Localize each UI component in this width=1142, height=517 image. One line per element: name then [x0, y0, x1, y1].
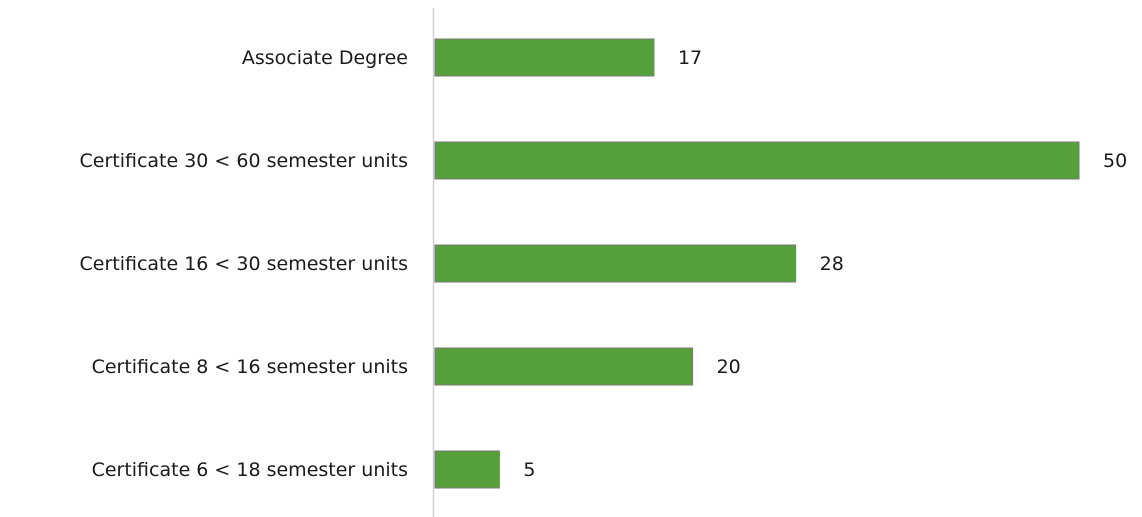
category-label: Associate Degree: [242, 47, 408, 69]
bar: [434, 450, 500, 489]
data-label: 17: [678, 47, 702, 69]
category-label: Certificate 8 < 16 semester units: [92, 356, 408, 378]
data-label: 28: [820, 253, 844, 275]
bar: [434, 141, 1080, 180]
category-label: Certificate 30 < 60 semester units: [79, 150, 408, 172]
data-label: 50: [1103, 150, 1127, 172]
data-label: 20: [717, 356, 741, 378]
category-label: Certificate 6 < 18 semester units: [92, 459, 408, 481]
bar: [434, 347, 694, 386]
data-label: 5: [523, 459, 535, 481]
category-label: Certificate 16 < 30 semester units: [79, 253, 408, 275]
bar: [434, 38, 655, 77]
bar: [434, 244, 797, 283]
